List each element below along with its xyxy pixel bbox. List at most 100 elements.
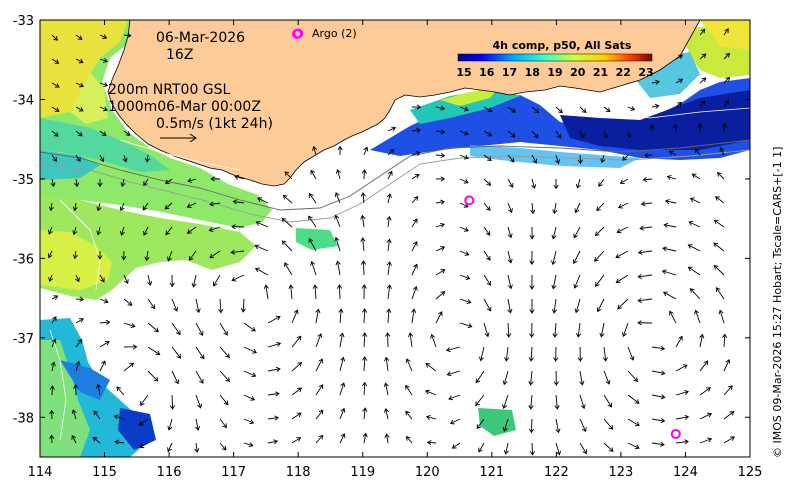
current-vector: [267, 315, 281, 324]
current-vector: [144, 250, 150, 262]
current-vector: [243, 418, 255, 425]
current-vector: [699, 412, 712, 420]
current-vector: [336, 284, 343, 300]
current-vector: [334, 192, 341, 204]
x-tick-label: 124: [673, 465, 698, 480]
current-vector: [411, 127, 422, 134]
current-vector: [530, 202, 536, 215]
current-vector: [618, 202, 629, 209]
current-vector: [383, 382, 389, 396]
current-vector: [99, 130, 107, 137]
current-vector: [675, 101, 682, 108]
current-vector: [315, 333, 323, 348]
current-vector: [478, 346, 485, 362]
current-vector: [435, 222, 445, 228]
current-vector: [579, 106, 587, 113]
current-vector: [528, 394, 534, 410]
current-vector: [637, 320, 653, 326]
current-vector: [335, 260, 341, 276]
current-vector: [411, 218, 418, 228]
current-vector: [723, 411, 735, 420]
current-vector: [552, 202, 558, 215]
current-vector: [243, 346, 258, 354]
current-vector: [99, 154, 105, 163]
current-vector: [411, 151, 421, 156]
current-vector: [595, 274, 605, 287]
colorbar-tick-label: 15: [456, 66, 471, 79]
date-label: 06-Mar-2026: [156, 30, 245, 46]
current-vector: [123, 130, 131, 136]
current-vector: [171, 346, 182, 359]
current-vector: [49, 434, 55, 444]
current-vector: [552, 322, 558, 338]
current-vector: [49, 409, 55, 420]
current-vector: [713, 219, 725, 228]
current-vector: [531, 130, 539, 139]
current-vector: [360, 237, 366, 252]
current-vector: [75, 34, 83, 40]
current-vector: [51, 58, 60, 64]
x-tick-label: 115: [92, 465, 117, 480]
current-vector: [281, 217, 293, 228]
argo-float-marker: [293, 28, 304, 39]
x-tick-label: 119: [350, 465, 375, 480]
current-vector: [459, 130, 470, 136]
current-vector: [212, 274, 221, 287]
current-vector: [51, 338, 57, 348]
current-vector: [308, 237, 317, 252]
current-vector: [718, 309, 725, 324]
current-vector: [257, 197, 269, 204]
current-vector: [483, 274, 491, 286]
current-vector: [662, 246, 677, 252]
current-vector: [603, 130, 608, 139]
current-vector: [119, 226, 125, 236]
y-tick-label: -36: [13, 252, 34, 267]
current-vector: [507, 154, 515, 163]
current-vector: [694, 148, 701, 156]
current-vector: [405, 435, 413, 444]
current-vector: [387, 170, 393, 180]
current-vector: [687, 244, 701, 252]
current-vector: [411, 241, 418, 252]
current-vector: [721, 122, 728, 132]
current-vector: [194, 442, 200, 453]
colorbar-tick-label: 22: [616, 66, 631, 79]
current-vector: [435, 246, 446, 252]
current-vector: [675, 439, 689, 445]
current-vector: [164, 202, 173, 210]
current-vector: [147, 274, 153, 286]
colorbar-tick-label: 19: [547, 66, 562, 79]
x-tick-label: 123: [608, 465, 633, 480]
current-vector: [637, 249, 653, 255]
argo-float-marker: [464, 195, 475, 206]
current-vector: [574, 298, 581, 314]
current-vector: [407, 332, 414, 348]
current-vector: [99, 274, 105, 283]
current-vector: [315, 409, 324, 420]
current-vector: [312, 284, 318, 300]
current-vector: [459, 322, 473, 329]
current-vector: [627, 418, 640, 427]
current-vector: [579, 130, 585, 139]
current-vector: [384, 433, 390, 444]
current-vector: [92, 436, 101, 444]
current-vector: [553, 370, 559, 386]
current-vector: [171, 370, 180, 385]
current-vector: [715, 287, 725, 300]
current-vector: [147, 346, 161, 356]
current-vector: [51, 130, 59, 137]
current-vector: [164, 178, 173, 185]
current-vector: [312, 145, 318, 156]
current-vector: [699, 360, 709, 372]
current-vector: [675, 335, 683, 348]
current-vector: [405, 384, 413, 396]
current-vector: [123, 298, 133, 306]
current-vector: [186, 226, 197, 234]
current-vector: [123, 362, 135, 372]
current-vector: [96, 226, 102, 236]
current-vector: [621, 322, 629, 337]
current-vector: [219, 418, 227, 429]
current-vector: [689, 288, 701, 300]
x-tick-label: 118: [286, 465, 311, 480]
current-vector: [284, 262, 293, 276]
